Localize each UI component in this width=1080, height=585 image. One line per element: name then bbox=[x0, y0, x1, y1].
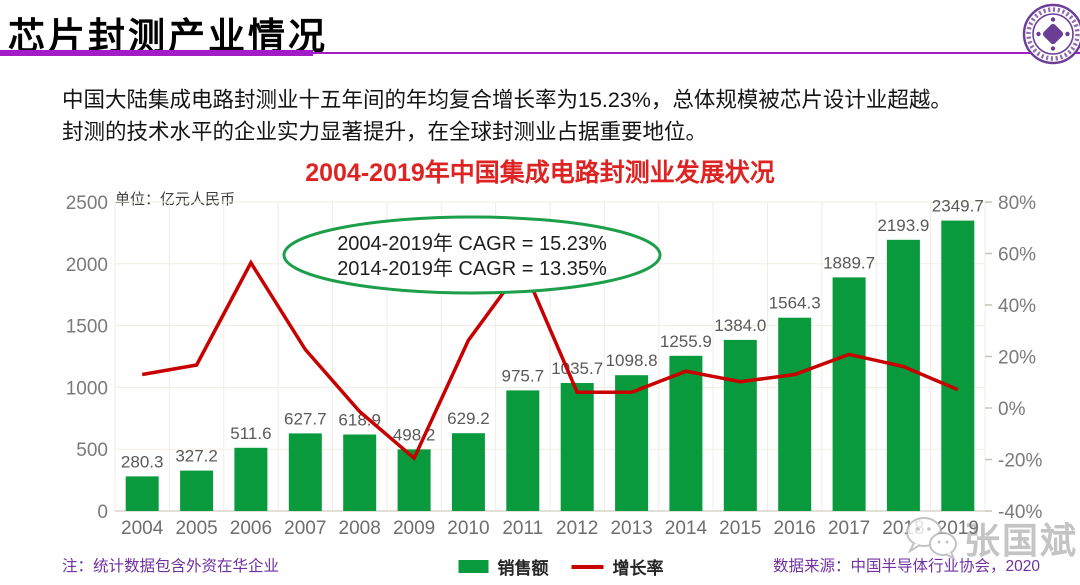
growth-legend-label: 增长率 bbox=[612, 559, 664, 578]
bar-value-label: 498.2 bbox=[393, 425, 436, 444]
sales-legend-swatch bbox=[458, 560, 489, 573]
bar bbox=[506, 390, 540, 511]
bar bbox=[234, 447, 268, 511]
year-label: 2018 bbox=[882, 518, 924, 539]
right-axis-tick: 80% bbox=[998, 193, 1036, 214]
logo-text-ring bbox=[1026, 7, 1080, 61]
right-axis-tick: 0% bbox=[998, 399, 1026, 420]
right-axis-tick: 20% bbox=[998, 348, 1036, 369]
bar bbox=[723, 339, 757, 511]
title-underline-thick bbox=[0, 50, 313, 56]
left-axis-tick: 1000 bbox=[66, 378, 108, 399]
bar-value-label: 627.7 bbox=[284, 409, 327, 428]
cagr-ellipse bbox=[282, 215, 662, 295]
year-label: 2016 bbox=[774, 518, 816, 539]
intro-line-1: 中国大陆集成电路封测业十五年间的年均复合增长率为15.23%，总体规模被芯片设计… bbox=[62, 88, 952, 112]
bar-value-label: 327.2 bbox=[175, 447, 218, 466]
bar bbox=[778, 317, 812, 511]
intro-paragraph: 中国大陆集成电路封测业十五年间的年均复合增长率为15.23%，总体规模被芯片设计… bbox=[62, 84, 1042, 148]
bar-value-label: 2349.7 bbox=[932, 197, 984, 216]
cagr-line-1: 2004-2019年 CAGR = 15.23% bbox=[337, 232, 607, 255]
bar bbox=[288, 433, 322, 511]
right-axis-tick: 40% bbox=[998, 296, 1036, 317]
bar bbox=[180, 470, 214, 511]
bar bbox=[560, 383, 594, 511]
right-axis-tick: -20% bbox=[998, 451, 1042, 472]
year-labels: 2004 2005 2006 2007 2008 2009 2010 2011 2012 2013… bbox=[121, 518, 979, 539]
bar-value-label: 1889.7 bbox=[823, 253, 875, 272]
bar-value-label: 1255.9 bbox=[660, 332, 712, 351]
year-label: 2006 bbox=[230, 518, 272, 539]
year-label: 2014 bbox=[665, 518, 708, 539]
bar bbox=[451, 433, 485, 511]
year-label: 2017 bbox=[828, 518, 870, 539]
year-label: 2005 bbox=[175, 518, 217, 539]
chart-legend: 销售额 增长率 bbox=[458, 554, 664, 579]
bar bbox=[615, 375, 649, 511]
year-label: 2011 bbox=[502, 518, 543, 539]
bar-value-label: 975.7 bbox=[502, 366, 545, 385]
year-label: 2009 bbox=[393, 518, 435, 539]
year-label: 2007 bbox=[284, 518, 326, 539]
data-source: 数据来源：中国半导体行业协会，2020 bbox=[773, 558, 1040, 575]
intro-line-2: 封测的技术水平的企业实力显著提升，在全球封测业占据重要地位。 bbox=[62, 120, 708, 144]
left-axis-tick: 0 bbox=[97, 502, 108, 523]
bar-value-label: 511.6 bbox=[230, 424, 271, 443]
title-underline-thin bbox=[313, 52, 1080, 54]
growth-line bbox=[141, 259, 959, 462]
footnote: 注：统计数据包含外资在华企业 bbox=[62, 558, 280, 575]
year-label: 2013 bbox=[610, 518, 652, 539]
year-label: 2004 bbox=[121, 518, 164, 539]
cagr-annotation: 2004-2019年 CAGR = 15.23%2014-2019年 CAGR … bbox=[282, 215, 662, 295]
logo-emblem bbox=[1036, 17, 1070, 51]
left-axis-tick: 2000 bbox=[66, 255, 108, 276]
bar-value-label: 629.2 bbox=[447, 409, 490, 428]
bar bbox=[941, 220, 975, 511]
growth-legend-line bbox=[571, 564, 604, 569]
year-label: 2019 bbox=[937, 518, 979, 539]
left-axis-tick: 1500 bbox=[66, 317, 108, 338]
right-axis-labels: -40% -20% 0% 20% 40% 60% 80% bbox=[985, 193, 1042, 523]
year-label: 2008 bbox=[339, 518, 381, 539]
axis-unit-label: 单位：亿元人民币 bbox=[115, 191, 236, 208]
bar-value-label: 1384.0 bbox=[714, 316, 766, 335]
year-label: 2012 bbox=[556, 518, 598, 539]
sales-bars bbox=[125, 220, 975, 512]
year-label: 2010 bbox=[447, 518, 489, 539]
bar bbox=[669, 355, 703, 511]
bar bbox=[886, 239, 920, 512]
bar bbox=[343, 434, 377, 511]
cagr-line-2: 2014-2019年 CAGR = 13.35% bbox=[337, 257, 607, 280]
bar-value-label: 2193.9 bbox=[877, 216, 929, 235]
university-logo bbox=[1022, 3, 1080, 65]
left-axis-tick: 2500 bbox=[66, 193, 108, 214]
bar-value-label: 1035.7 bbox=[551, 359, 603, 378]
bar-value-label: 1564.3 bbox=[769, 294, 821, 313]
bar bbox=[125, 476, 159, 511]
year-label: 2015 bbox=[719, 518, 761, 539]
chart-title: 2004-2019年中国集成电路封测业发展状况 bbox=[305, 159, 775, 187]
right-axis-tick: -40% bbox=[998, 502, 1042, 523]
sales-legend-label: 销售额 bbox=[497, 559, 549, 578]
bar bbox=[832, 277, 866, 511]
bar-value-label: 280.3 bbox=[121, 452, 164, 471]
right-axis-tick: 60% bbox=[998, 245, 1036, 266]
bar-value-label: 618.9 bbox=[338, 411, 381, 430]
left-axis-labels: 0 500 1000 1500 2000 2500 bbox=[66, 193, 108, 523]
bar-value-label: 1098.8 bbox=[606, 351, 658, 370]
left-axis-tick: 500 bbox=[76, 440, 108, 461]
bar-value-labels: 280.3 327.2 511.6 627.7 618.9 498.2 629.2 975.7… bbox=[121, 197, 984, 472]
